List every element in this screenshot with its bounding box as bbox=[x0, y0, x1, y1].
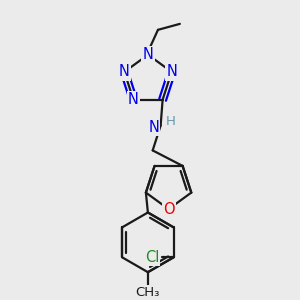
Text: N: N bbox=[166, 64, 177, 80]
Text: N: N bbox=[148, 120, 159, 135]
Text: Cl: Cl bbox=[145, 250, 159, 265]
Text: N: N bbox=[128, 92, 139, 107]
Text: H: H bbox=[166, 115, 176, 128]
Text: N: N bbox=[142, 47, 153, 62]
Text: O: O bbox=[163, 202, 174, 217]
Text: CH₃: CH₃ bbox=[136, 286, 160, 298]
Text: N: N bbox=[119, 64, 130, 80]
